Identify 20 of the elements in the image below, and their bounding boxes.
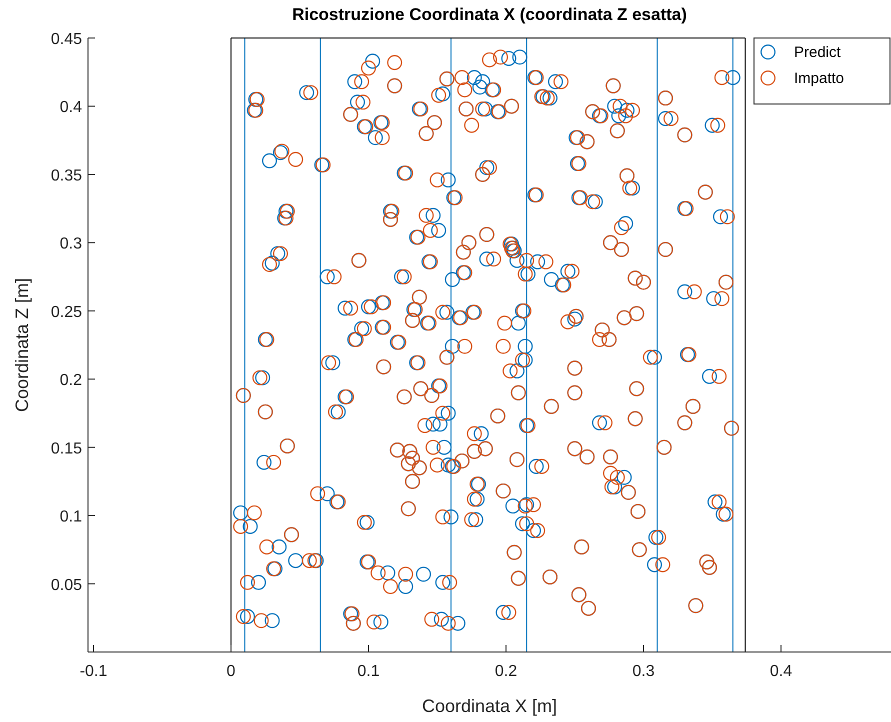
legend-label: Predict	[794, 44, 842, 61]
x-axis-title: Coordinata X [m]	[422, 696, 558, 716]
y-tick-label: 0.2	[60, 372, 82, 390]
y-tick-label: 0.4	[60, 99, 82, 116]
y-tick-label: 0.3	[60, 236, 82, 253]
y-axis-title: Coordinata Z [m]	[12, 278, 32, 412]
y-tick-label: 0.25	[50, 304, 82, 321]
x-tick-label: 0.2	[494, 663, 518, 680]
x-tick-label: 0.3	[632, 663, 655, 680]
x-tick-label: -0.1	[80, 663, 108, 680]
x-tick-label: 0	[226, 663, 236, 680]
y-tick-label: 0.05	[50, 576, 82, 594]
legend-label: Impatto	[794, 70, 844, 87]
x-tick-label: 0.4	[770, 663, 792, 680]
y-tick-label: 0.1	[60, 508, 82, 526]
y-tick-label: 0.35	[50, 167, 82, 184]
y-tick-label: 0.45	[50, 31, 82, 48]
chart-title: Ricostruzione Coordinata X (coordinata Z esatta)	[292, 5, 687, 24]
x-tick-label: 0.1	[357, 663, 380, 680]
y-tick-label: 0.15	[50, 440, 82, 458]
